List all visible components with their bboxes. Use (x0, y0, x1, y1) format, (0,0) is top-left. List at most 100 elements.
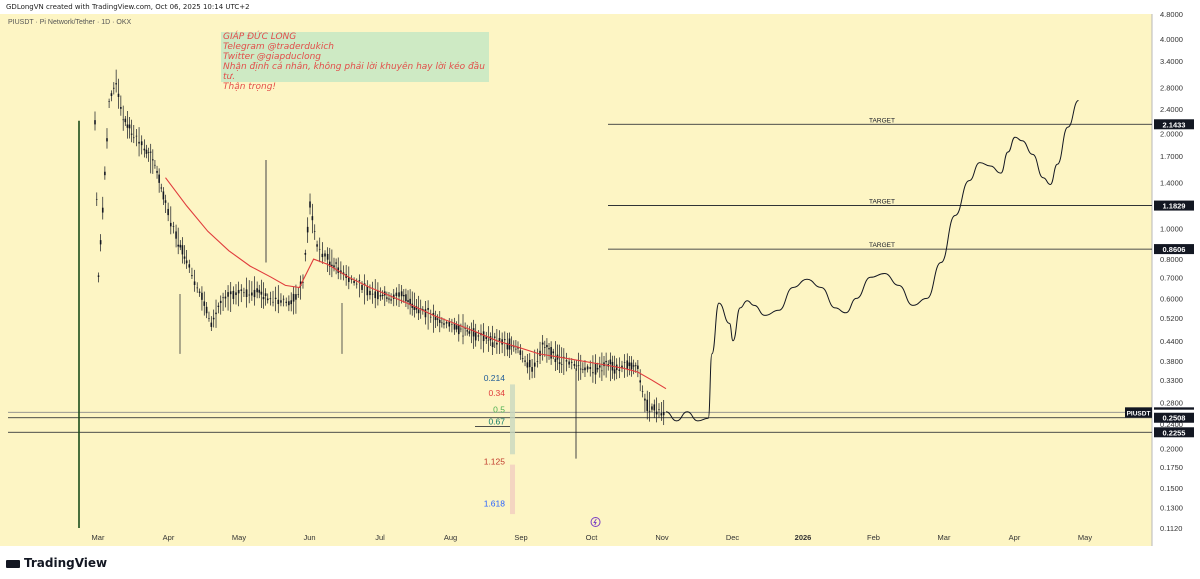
candle-body (630, 362, 633, 370)
candle-body (438, 319, 441, 323)
candle-body (348, 277, 350, 283)
candle-body (409, 298, 411, 306)
candle-body (443, 323, 445, 325)
candle-body (328, 261, 331, 267)
y-tick-label: 1.0000 (1160, 225, 1183, 234)
candle-body (653, 404, 656, 411)
candle-body (258, 289, 261, 293)
price-label-box (1154, 412, 1194, 423)
price-axis (1152, 14, 1200, 546)
candle-body (326, 253, 329, 260)
note-line: GIÁP ĐỨC LONG (223, 32, 297, 42)
candle-body (632, 365, 635, 367)
y-tick-label: 4.8000 (1160, 10, 1183, 19)
candle-body (498, 337, 501, 341)
candle-body (605, 360, 607, 363)
candle-body (517, 347, 519, 349)
candle-body (548, 348, 550, 350)
candle-body (441, 322, 443, 324)
lightning-icon (593, 518, 597, 526)
candle-body (101, 207, 104, 213)
candle-body (539, 350, 541, 356)
candle-body (462, 335, 464, 337)
price-label-box (1154, 244, 1194, 255)
candle-body (560, 364, 563, 365)
price-label-text: 2.1433 (1163, 120, 1186, 129)
candle-body (634, 365, 637, 367)
y-tick-label: 2.8000 (1160, 84, 1183, 93)
event-icon[interactable] (590, 517, 601, 527)
candle-body (316, 244, 318, 247)
y-tick-label: 0.7000 (1160, 273, 1183, 282)
candle-body (417, 309, 420, 314)
candle-body (264, 293, 267, 297)
x-tick-label: May (1078, 533, 1092, 542)
candle-body (448, 321, 451, 327)
candle-body (97, 275, 100, 277)
candle-body (260, 291, 263, 295)
candle-body (290, 300, 293, 305)
candle-body (135, 135, 138, 137)
candle-body (579, 368, 582, 370)
candle-body (272, 301, 274, 303)
price-label-text: 0.2255 (1163, 428, 1186, 437)
candle-body (130, 133, 133, 135)
candle-body (658, 409, 660, 410)
annotation-note: GIÁP ĐỨC LONG Telegram @traderdukich Twi… (221, 32, 489, 92)
candle-body (143, 148, 146, 151)
candle-body (541, 342, 544, 345)
candle-body (355, 283, 358, 285)
candle-body (149, 151, 152, 153)
footer-bar: TradingView (0, 546, 1200, 579)
candle-body (637, 365, 639, 369)
fib-label: 1.125 (484, 457, 506, 467)
fib-band (510, 384, 515, 455)
candle-body (424, 309, 427, 318)
candle-body (145, 149, 148, 154)
price-chart[interactable]: PIUSDT · Pi Network/Tether · 1D · OKX 4.8… (0, 0, 1200, 546)
candle-body (269, 298, 272, 300)
note-line: Telegram @traderdukich (223, 42, 334, 52)
candle-body (235, 292, 237, 296)
fib-label: 0.67 (488, 416, 505, 426)
candle-body (177, 244, 179, 247)
candle-body (128, 124, 131, 129)
candle-body (455, 325, 458, 330)
candle-body (120, 107, 122, 109)
candle-body (570, 361, 573, 363)
candle-body (237, 289, 240, 294)
candle-body (474, 332, 477, 341)
candle-body (371, 293, 374, 295)
x-tick-label: Apr (1009, 533, 1021, 542)
candle-body (429, 316, 432, 318)
candle-body (493, 336, 496, 338)
candle-body (515, 348, 517, 350)
candle-body (126, 124, 129, 128)
candle-body (405, 294, 407, 302)
tradingview-logo[interactable]: TradingView (6, 556, 107, 570)
target-label: TARGET (869, 199, 895, 206)
candle-body (160, 187, 163, 189)
candle-body (453, 323, 456, 330)
candle-body (158, 174, 160, 183)
x-tick-label: 2026 (795, 533, 812, 542)
y-tick-label: 3.4000 (1160, 57, 1183, 66)
candle-body (609, 359, 612, 365)
candle-body (395, 292, 398, 297)
candle-body (245, 289, 248, 298)
candle-body (164, 200, 167, 203)
y-tick-label: 0.3300 (1160, 376, 1183, 385)
candle-body (335, 262, 337, 264)
price-label-box (1154, 119, 1194, 130)
fib-label: 0.214 (484, 373, 506, 383)
fib-label: 1.618 (484, 498, 506, 508)
symbol-label: PIUSDT · Pi Network/Tether · 1D · OKX (8, 19, 132, 26)
candle-body (510, 345, 513, 347)
candle-body (543, 347, 546, 348)
target-label: TARGET (869, 242, 895, 249)
candle-body (313, 231, 316, 232)
candle-body (596, 367, 599, 370)
candle-body (468, 331, 471, 334)
price-label-text: 0.2508 (1163, 414, 1186, 423)
projection-path (665, 100, 1079, 422)
